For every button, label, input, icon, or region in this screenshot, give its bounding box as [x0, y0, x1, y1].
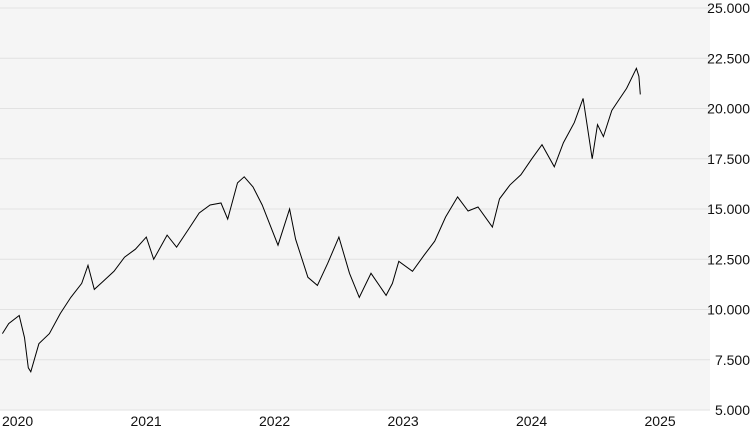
x-tick-label: 2024 [516, 413, 547, 429]
x-tick-label: 2022 [259, 413, 290, 429]
gridlines [0, 7, 710, 411]
x-tick-label: 2020 [2, 413, 33, 429]
y-tick-label: 7.500 [715, 352, 750, 368]
price-line [1, 66, 641, 374]
y-tick-label: 15.000 [707, 201, 750, 217]
x-axis: 2020 2021 2022 2023 2024 2025 [2, 413, 676, 429]
x-tick-label: 2023 [388, 413, 419, 429]
y-tick-label: 17.500 [707, 151, 750, 167]
y-tick-label: 20.000 [707, 101, 750, 117]
y-tick-label: 10.000 [707, 302, 750, 318]
plot-background [0, 0, 710, 410]
y-tick-label: 5.000 [715, 402, 750, 418]
y-tick-label: 12.500 [707, 251, 750, 267]
y-tick-label: 22.500 [707, 50, 750, 66]
x-tick-label: 2021 [131, 413, 162, 429]
y-axis: 5.000 7.500 10.000 12.500 15.000 17.500 20.000… [707, 0, 750, 418]
x-tick-label: 2025 [645, 413, 676, 429]
y-tick-label: 25.000 [707, 0, 750, 16]
